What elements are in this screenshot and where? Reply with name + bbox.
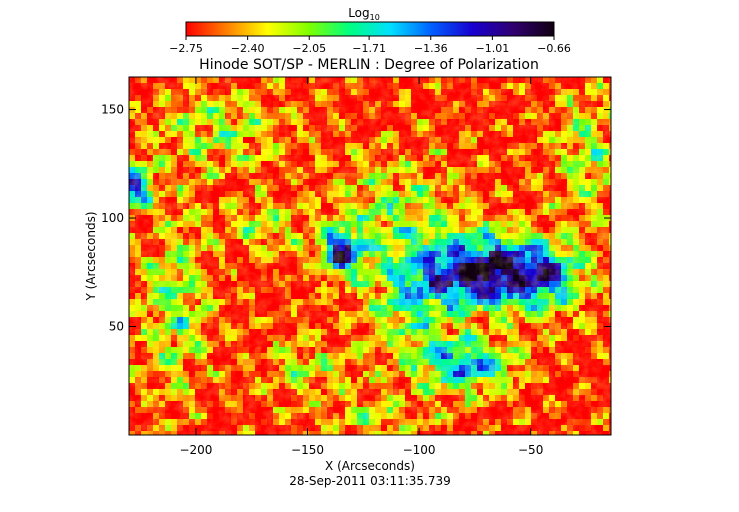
plot-frame	[128, 76, 612, 436]
x-tick-label: −150	[291, 443, 324, 457]
y-tick-label: 50	[109, 320, 124, 334]
colorbar-label-base: Log	[348, 6, 369, 20]
colorbar-tick-label: −2.05	[292, 42, 326, 55]
colorbar-label-sub: 10	[370, 13, 380, 22]
colorbar-tick-label: −0.66	[537, 42, 571, 55]
colorbar-label: Log10	[348, 6, 380, 22]
y-axis: 50 100 150	[101, 103, 611, 334]
y-tick-label: 150	[101, 103, 124, 117]
x-tick-label: −100	[403, 443, 436, 457]
x-tick-label: −50	[518, 443, 543, 457]
colorbar-tick-label: −1.36	[414, 42, 448, 55]
x-axis-label: X (Arcseconds)	[325, 459, 415, 473]
colorbar-tick-label: −2.40	[231, 42, 265, 55]
y-tick-label: 100	[101, 211, 124, 225]
colorbar-ticks: −2.75 −2.40 −2.05 −1.71 −1.36 −1.01 −0.66	[169, 36, 571, 55]
colorbar	[185, 21, 555, 37]
x-axis: −200 −150 −100 −50	[179, 77, 543, 457]
x-tick-label: −200	[179, 443, 212, 457]
colorbar-tick-label: −2.75	[169, 42, 203, 55]
colorbar-tick-label: −1.71	[352, 42, 386, 55]
colorbar-tick-label: −1.01	[476, 42, 510, 55]
chart-title: Hinode SOT/SP - MERLIN : Degree of Polar…	[199, 57, 539, 73]
plot-area	[129, 77, 611, 435]
timestamp: 28-Sep-2011 03:11:35.739	[289, 474, 451, 488]
y-axis-label: Y (Arcseconds)	[84, 211, 98, 301]
